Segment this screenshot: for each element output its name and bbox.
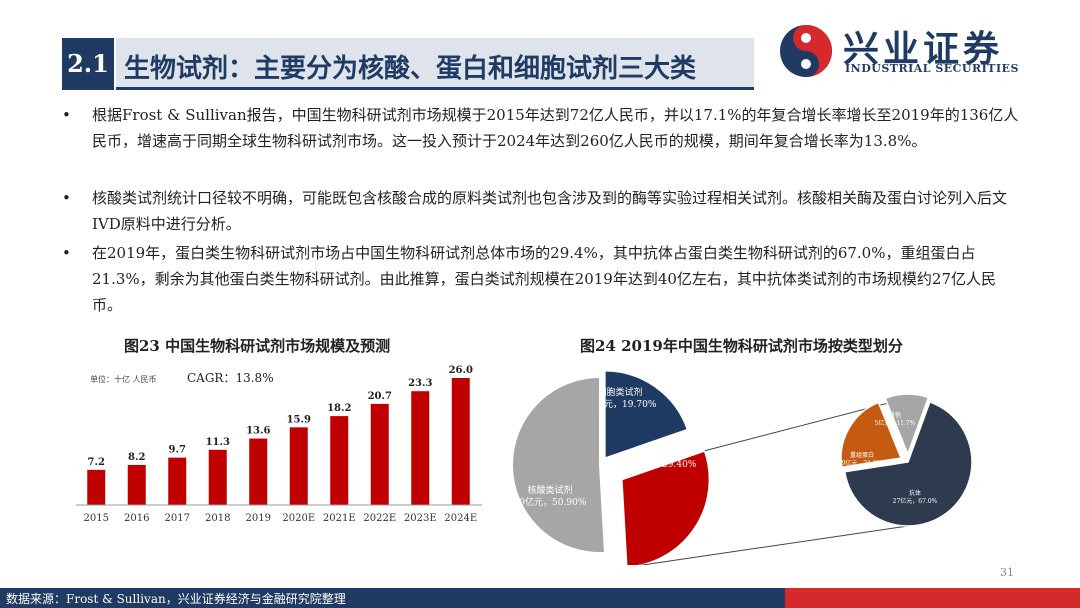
x-tick-label: 2023E	[404, 513, 437, 524]
slice-name-label: 核酸类试剂	[527, 484, 572, 496]
x-tick-label: 2016	[124, 513, 149, 524]
sub-pie-slice	[840, 401, 903, 469]
x-tick-label: 2015	[84, 513, 109, 524]
page-number: 31	[1000, 566, 1014, 579]
pie-chart-title: 图24 2019年中国生物科研试剂市场按类型划分	[580, 337, 903, 355]
unit-label: 单位：十亿 人民币	[90, 374, 157, 384]
x-tick-label: 2022E	[363, 513, 396, 524]
sub-pie-slice	[884, 393, 930, 457]
x-tick-label: 2021E	[323, 513, 356, 524]
bar-value-label: 11.3	[206, 437, 230, 448]
logo-text-en: INDUSTRIAL SECURITIES	[845, 62, 1019, 75]
x-tick-label: 2024E	[444, 513, 477, 524]
sub-slice-detail-label: 5亿元，11.7%	[875, 419, 916, 427]
bar-value-label: 9.7	[169, 445, 186, 456]
bar-value-label: 13.6	[246, 426, 270, 437]
bullet-marker: •	[62, 106, 71, 124]
bar-value-label: 15.9	[287, 414, 311, 425]
pie-slice	[511, 375, 607, 554]
slice-detail-label: 40亿元，29.40%	[624, 458, 697, 470]
page-title: 生物试剂：主要分为核酸、蛋白和细胞试剂三大类	[124, 54, 697, 84]
x-tick-label: 2019	[246, 513, 271, 524]
bar	[168, 457, 187, 505]
bar	[87, 469, 106, 505]
bar	[127, 464, 146, 505]
bar	[411, 391, 430, 505]
bar	[208, 449, 227, 505]
sub-slice-name-label: 其他	[889, 411, 901, 419]
slice-detail-label: 27亿元，19.70%	[584, 398, 657, 410]
section-number: 2.1	[62, 38, 114, 90]
x-tick-label: 2018	[205, 513, 230, 524]
bar-value-label: 23.3	[408, 378, 432, 389]
footer-accent	[785, 588, 1080, 608]
sub-slice-name-label: 重组蛋白	[850, 451, 874, 459]
bar-value-label: 7.2	[88, 457, 105, 468]
bullet-marker: •	[62, 244, 71, 262]
bar-chart: 单位：十亿 人民币 CAGR：13.8% 7.2 2015 8.2 2016 9.7 20…	[76, 365, 482, 524]
cagr-annotation: CAGR：13.8%	[187, 371, 274, 385]
logo-text-cn: 兴业证券	[843, 29, 1004, 70]
bullet-marker: •	[62, 189, 71, 207]
source-note: 数据来源：Frost & Sullivan，兴业证券经济与金融研究院整理	[6, 592, 346, 606]
bar	[451, 378, 470, 505]
slice-name-label: 细胞类试剂	[597, 386, 642, 398]
sub-pie-slice	[843, 400, 973, 527]
bar	[370, 403, 389, 505]
bar-value-label: 18.2	[327, 403, 351, 414]
x-tick-label: 2020E	[282, 513, 315, 524]
connector-line	[639, 525, 909, 565]
company-logo-icon	[780, 25, 832, 77]
bar-value-label: 26.0	[449, 365, 473, 376]
sub-slice-detail-label: 27亿元，67.0%	[893, 497, 938, 505]
bullet-text: 核酸类试剂统计口径较不明确，可能既包含核酸合成的原料类试剂也包含涉及到的酶等实验…	[92, 189, 1008, 233]
bar	[289, 427, 308, 505]
slice-name-label: 蛋白类试剂	[637, 446, 682, 458]
bullet-text: 在2019年，蛋白类生物科研试剂市场占中国生物科研试剂总体市场的29.4%，其中…	[92, 244, 997, 314]
sub-slice-detail-label: 9亿元，21.3%	[842, 459, 883, 467]
bar	[249, 438, 268, 505]
slice-detail-label: 69亿元，50.90%	[514, 496, 587, 508]
bar-value-label: 8.2	[128, 452, 145, 463]
bar-value-label: 20.7	[368, 391, 392, 402]
title-bar	[116, 38, 754, 90]
bar-chart-title: 图23 中国生物科研试剂市场规模及预测	[124, 337, 391, 355]
bar	[330, 416, 349, 505]
bullet-text: 根据Frost & Sullivan报告，中国生物科研试剂市场规模于2015年达…	[92, 106, 1019, 150]
sub-slice-name-label: 抗体	[909, 489, 921, 497]
pie-slice	[603, 369, 690, 460]
x-tick-label: 2017	[165, 513, 190, 524]
